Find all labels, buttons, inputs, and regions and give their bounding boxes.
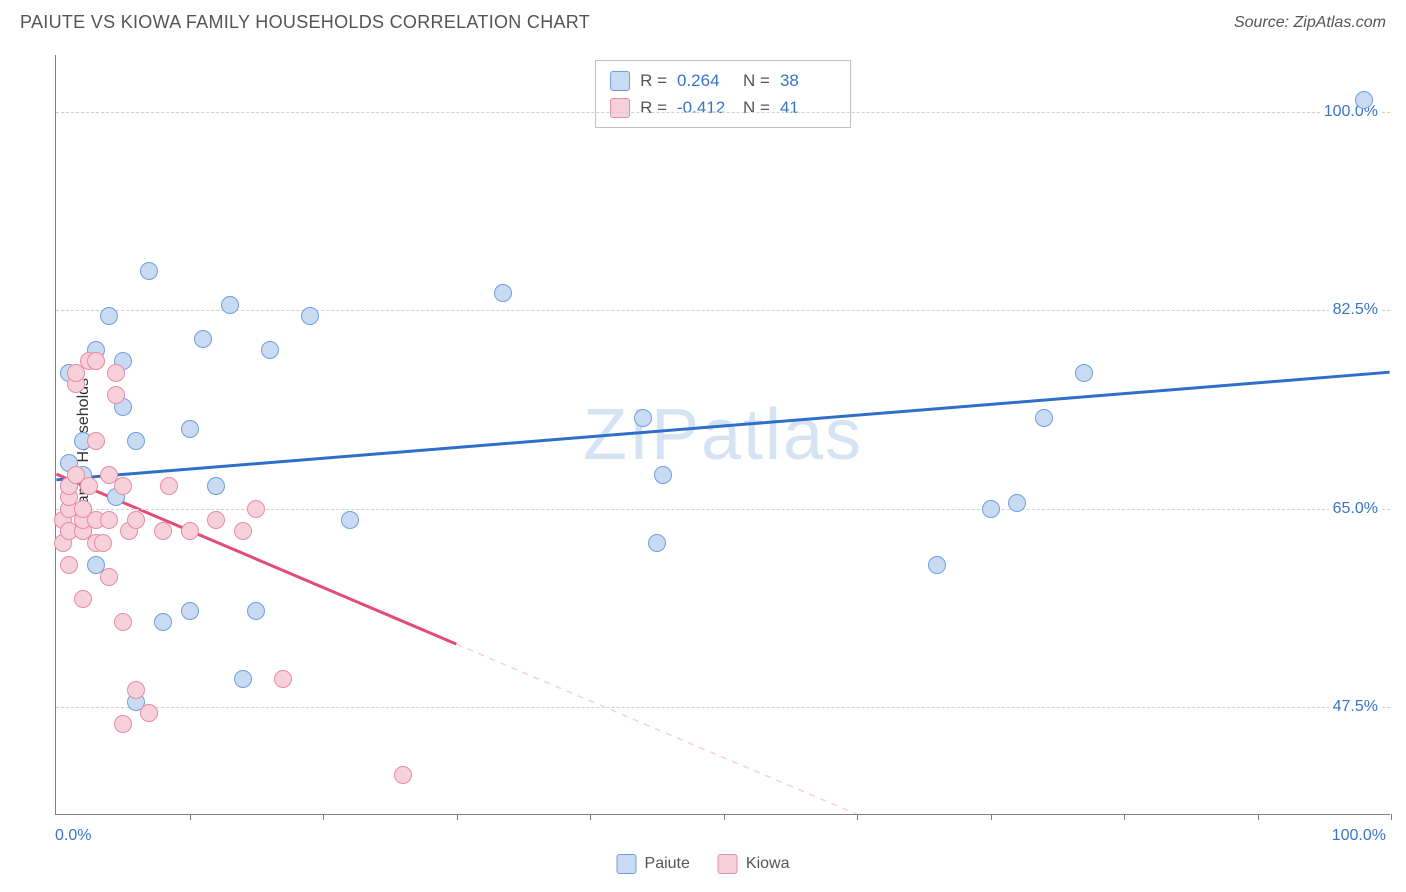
x-tick: [857, 814, 858, 820]
y-tick-label: 82.5%: [1329, 301, 1382, 319]
x-tick: [323, 814, 324, 820]
data-point: [127, 511, 145, 529]
data-point: [654, 466, 672, 484]
data-point: [107, 364, 125, 382]
legend-swatch: [718, 854, 738, 874]
data-point: [100, 568, 118, 586]
data-point: [181, 602, 199, 620]
data-point: [94, 534, 112, 552]
data-point: [648, 534, 666, 552]
data-point: [982, 500, 1000, 518]
data-point: [181, 420, 199, 438]
data-point: [247, 602, 265, 620]
x-tick: [190, 814, 191, 820]
data-point: [114, 613, 132, 631]
data-point: [107, 386, 125, 404]
legend-label: Kiowa: [746, 855, 790, 873]
x-tick: [724, 814, 725, 820]
data-point: [1075, 364, 1093, 382]
data-point: [127, 432, 145, 450]
data-point: [1008, 494, 1026, 512]
x-tick: [1258, 814, 1259, 820]
data-point: [394, 766, 412, 784]
data-point: [154, 613, 172, 631]
gridline: [56, 310, 1390, 311]
legend-swatch: [617, 854, 637, 874]
n-value: 38: [780, 67, 836, 94]
n-label: N =: [743, 67, 770, 94]
data-point: [127, 681, 145, 699]
data-point: [234, 670, 252, 688]
data-point: [301, 307, 319, 325]
trend-lines: [56, 55, 1390, 814]
stats-legend: R = 0.264 N = 38 R = -0.412 N = 41: [595, 60, 851, 128]
r-value: 0.264: [677, 67, 733, 94]
chart-source: Source: ZipAtlas.com: [1234, 14, 1386, 32]
data-point: [207, 511, 225, 529]
x-axis-min-label: 0.0%: [55, 827, 91, 845]
data-point: [80, 477, 98, 495]
y-tick-label: 47.5%: [1329, 698, 1382, 716]
data-point: [928, 556, 946, 574]
data-point: [140, 704, 158, 722]
gridline: [56, 112, 1390, 113]
legend-label: Paiute: [645, 855, 690, 873]
watermark: ZIPatlas: [583, 394, 863, 476]
x-tick: [1124, 814, 1125, 820]
x-tick: [991, 814, 992, 820]
r-value: -0.412: [677, 94, 733, 121]
x-tick: [457, 814, 458, 820]
data-point: [247, 500, 265, 518]
x-tick: [590, 814, 591, 820]
data-point: [74, 590, 92, 608]
data-point: [1035, 409, 1053, 427]
data-point: [114, 715, 132, 733]
y-tick-label: 100.0%: [1320, 103, 1382, 121]
data-point: [140, 262, 158, 280]
r-label: R =: [640, 67, 667, 94]
legend-item: Paiute: [617, 854, 690, 874]
gridline: [56, 707, 1390, 708]
data-point: [160, 477, 178, 495]
legend-swatch: [610, 71, 630, 91]
data-point: [194, 330, 212, 348]
data-point: [154, 522, 172, 540]
data-point: [87, 432, 105, 450]
n-value: 41: [780, 94, 836, 121]
legend-swatch: [610, 98, 630, 118]
legend-item: Kiowa: [718, 854, 790, 874]
data-point: [494, 284, 512, 302]
data-point: [634, 409, 652, 427]
data-point: [100, 511, 118, 529]
x-axis-max-label: 100.0%: [1332, 827, 1386, 845]
y-tick-label: 65.0%: [1329, 500, 1382, 518]
data-point: [181, 522, 199, 540]
data-point: [87, 352, 105, 370]
series-legend: Paiute Kiowa: [617, 854, 790, 874]
stats-row: R = 0.264 N = 38: [610, 67, 836, 94]
stats-row: R = -0.412 N = 41: [610, 94, 836, 121]
n-label: N =: [743, 94, 770, 121]
data-point: [1355, 91, 1373, 109]
data-point: [114, 477, 132, 495]
data-point: [221, 296, 239, 314]
x-tick: [1391, 814, 1392, 820]
chart-title: PAIUTE VS KIOWA FAMILY HOUSEHOLDS CORREL…: [20, 12, 590, 33]
chart-header: PAIUTE VS KIOWA FAMILY HOUSEHOLDS CORREL…: [0, 0, 1406, 41]
chart-plot-area: ZIPatlas R = 0.264 N = 38 R = -0.412 N = 41 47.…: [55, 55, 1390, 815]
data-point: [234, 522, 252, 540]
data-point: [274, 670, 292, 688]
data-point: [207, 477, 225, 495]
data-point: [261, 341, 279, 359]
r-label: R =: [640, 94, 667, 121]
data-point: [60, 556, 78, 574]
data-point: [341, 511, 359, 529]
data-point: [100, 307, 118, 325]
